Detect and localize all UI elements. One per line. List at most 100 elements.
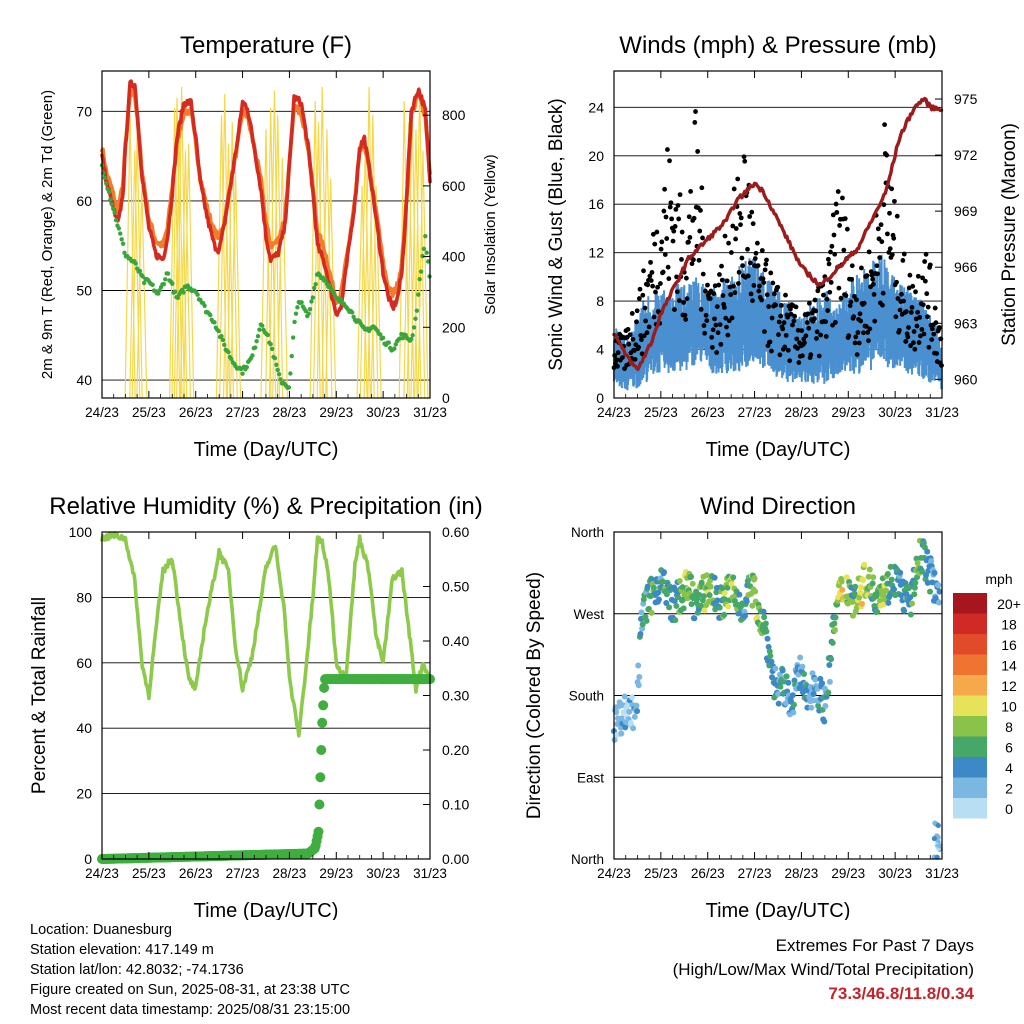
x-tick-label: 31/23 bbox=[413, 866, 447, 881]
y-right-tick-label: 969 bbox=[954, 203, 978, 219]
direction-point bbox=[659, 578, 666, 585]
dewpoint-point bbox=[229, 356, 234, 362]
direction-point bbox=[780, 678, 787, 685]
direction-point bbox=[769, 674, 776, 681]
gust-point bbox=[647, 273, 653, 279]
dewpoint-point bbox=[137, 268, 143, 274]
gust-point bbox=[905, 334, 911, 340]
gust-point bbox=[915, 273, 921, 279]
gust-point bbox=[909, 305, 915, 310]
gust-point bbox=[854, 297, 859, 303]
gust-point bbox=[844, 226, 850, 232]
gust-point bbox=[855, 330, 861, 335]
gust-point bbox=[737, 211, 743, 216]
x-tick-label: 24/23 bbox=[85, 866, 119, 881]
dewpoint-point bbox=[120, 241, 126, 246]
dewpoint-point bbox=[102, 175, 108, 181]
gust-point bbox=[849, 277, 854, 282]
dewpoint-point bbox=[323, 277, 328, 283]
humidity-line bbox=[100, 531, 432, 738]
gust-point bbox=[791, 318, 797, 324]
y-axis-label-right: Station Pressure (Maroon) bbox=[999, 123, 1020, 346]
solar-spike bbox=[179, 150, 192, 399]
gust-point bbox=[738, 215, 744, 221]
gust-point bbox=[806, 300, 812, 306]
direction-point bbox=[630, 725, 637, 732]
gust-point bbox=[747, 214, 753, 219]
colorbar-tick-label: 12 bbox=[1001, 678, 1017, 694]
gust-point bbox=[866, 249, 872, 255]
x-tick-label: 30/23 bbox=[366, 866, 400, 881]
dewpoint-point bbox=[290, 335, 296, 340]
x-tick-label: 29/23 bbox=[319, 405, 353, 420]
gust-point bbox=[891, 235, 897, 241]
direction-point bbox=[797, 654, 804, 661]
direction-point bbox=[799, 689, 806, 696]
gust-point bbox=[702, 330, 708, 336]
direction-point bbox=[809, 670, 816, 677]
direction-point bbox=[874, 608, 881, 615]
gust-point bbox=[903, 339, 909, 344]
direction-point bbox=[775, 691, 782, 698]
direction-point bbox=[785, 679, 792, 686]
gust-point bbox=[885, 231, 890, 237]
dewpoint-point bbox=[255, 333, 261, 339]
gust-point bbox=[762, 329, 767, 334]
direction-point bbox=[775, 700, 782, 707]
gust-point bbox=[882, 122, 887, 128]
gust-point bbox=[865, 330, 871, 335]
gust-point bbox=[665, 147, 670, 152]
dewpoint-point bbox=[289, 353, 294, 359]
dewpoint-series bbox=[99, 163, 432, 390]
gust-point bbox=[886, 250, 892, 255]
gust-point bbox=[790, 322, 795, 328]
gust-point bbox=[874, 263, 880, 269]
gust-point bbox=[646, 324, 652, 330]
gust-point bbox=[922, 278, 928, 284]
y-right-tick-label: 0.60 bbox=[442, 524, 469, 540]
gust-point bbox=[851, 314, 857, 319]
direction-point bbox=[719, 585, 726, 592]
gust-point bbox=[901, 251, 907, 257]
precipitation-point bbox=[316, 745, 327, 755]
gust-point bbox=[719, 277, 725, 283]
direction-point bbox=[790, 701, 797, 708]
gust-point bbox=[859, 265, 864, 271]
x-tick-label: 28/23 bbox=[273, 866, 307, 881]
gust-point bbox=[911, 329, 917, 334]
direction-point bbox=[688, 573, 695, 580]
direction-point bbox=[666, 604, 673, 611]
gust-point bbox=[725, 332, 731, 338]
gust-point bbox=[738, 222, 743, 228]
direction-point bbox=[722, 596, 729, 603]
colorbar-swatch bbox=[953, 757, 987, 778]
recent-text: Most recent data timestamp: 2025/08/31 2… bbox=[30, 1002, 351, 1018]
gust-point bbox=[937, 325, 942, 330]
dewpoint-point bbox=[161, 281, 167, 287]
x-axis-label: Time (Day/UTC) bbox=[706, 900, 851, 920]
x-tick-label: 29/23 bbox=[831, 405, 865, 420]
dewpoint-point bbox=[275, 367, 280, 373]
dewpoint-point bbox=[327, 283, 332, 288]
gust-point bbox=[889, 186, 895, 192]
gust-point bbox=[776, 332, 781, 338]
y-tick-label: 50 bbox=[76, 282, 92, 298]
direction-point bbox=[860, 577, 867, 584]
gust-point bbox=[799, 328, 805, 334]
gust-point bbox=[714, 304, 720, 309]
direction-point bbox=[635, 682, 642, 689]
gust-point bbox=[899, 291, 904, 297]
direction-point bbox=[844, 600, 851, 607]
colorbar-swatch bbox=[953, 634, 987, 655]
solar-spike bbox=[325, 178, 337, 399]
gust-point bbox=[710, 327, 716, 333]
direction-point bbox=[937, 843, 943, 849]
gust-point bbox=[642, 305, 648, 311]
colorbar-tick-label: 10 bbox=[1001, 699, 1017, 715]
gust-point bbox=[926, 344, 932, 350]
gust-point bbox=[829, 243, 835, 249]
dewpoint-point bbox=[413, 316, 418, 321]
dewpoint-point bbox=[108, 197, 113, 202]
dewpoint-point bbox=[175, 295, 181, 301]
direction-point bbox=[898, 592, 905, 599]
